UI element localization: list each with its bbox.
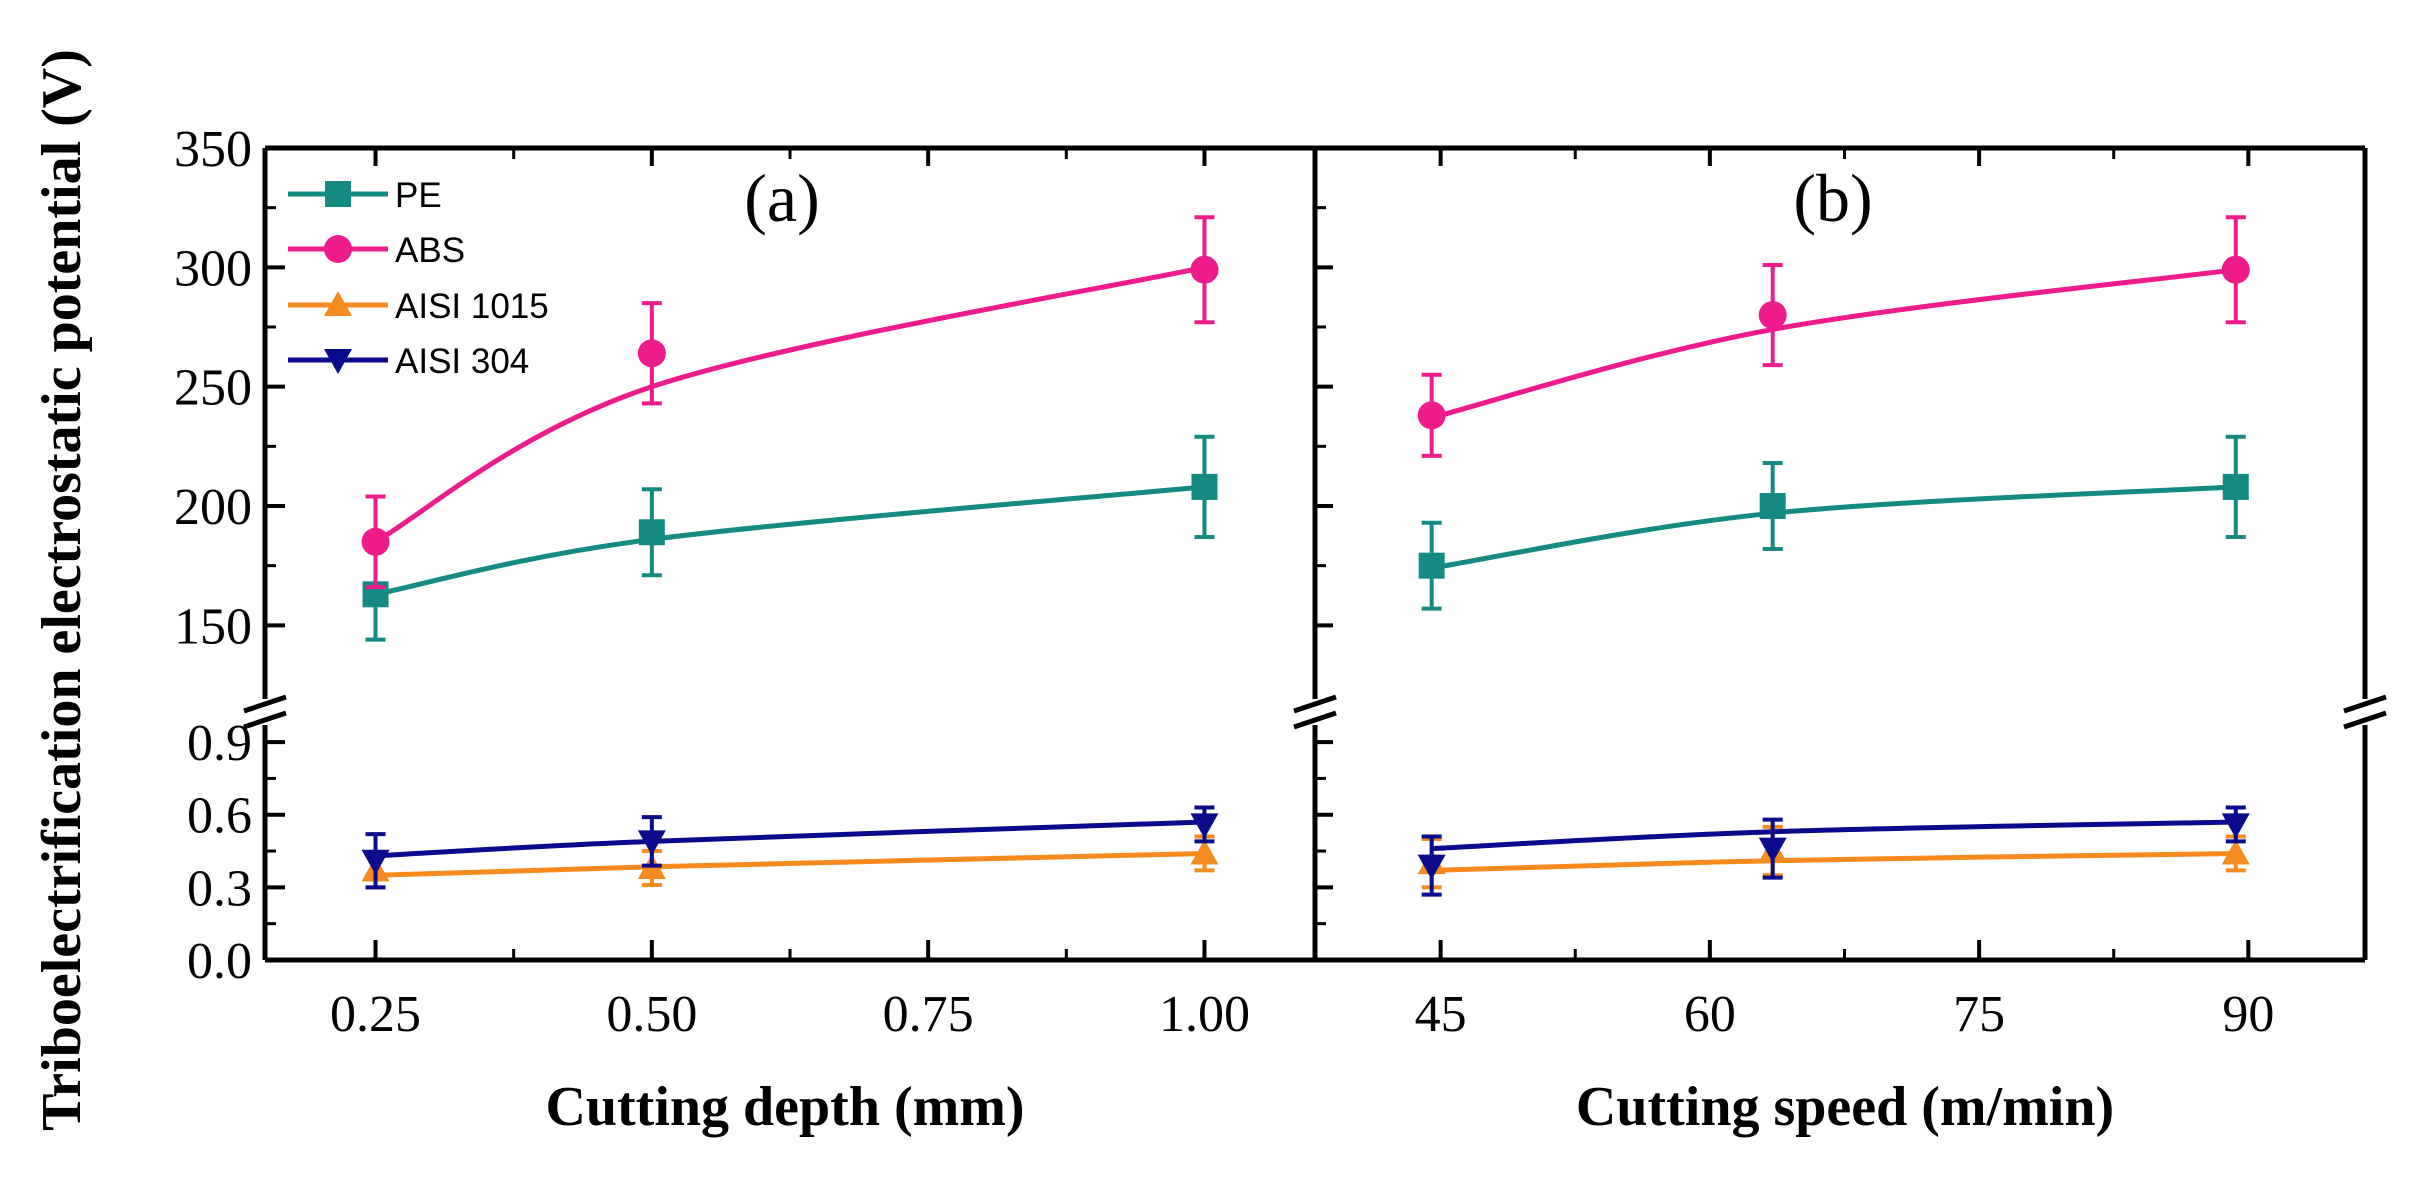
legend-label-pe: PE [395,176,442,215]
marker-aisi-304 [637,830,666,856]
marker-aisi-1015 [2221,839,2250,865]
axis-break-mark [243,710,287,730]
x-axis-title-a: Cutting depth (mm) [545,1076,1024,1138]
marker-aisi-1015 [1190,839,1219,865]
data-point-aisi-304-a [361,832,390,890]
y-tick-label: 0.0 [187,933,252,990]
data-point-aisi-304-a [1190,805,1219,844]
axis-break-mark [243,694,287,714]
data-point-pe-a [638,487,665,578]
fit-curve-pe-a [375,484,1205,597]
x-tick-label-b: 60 [1684,986,1736,1043]
data-point-abs-a [1190,215,1219,325]
x-tick-label-b: 90 [2222,986,2274,1043]
x-tick-label-a: 1.00 [1159,986,1250,1043]
data-point-aisi-304-b [1417,834,1446,897]
data-point-abs-a [637,301,666,406]
y-axis-title: Triboelectrification electrostatic poten… [31,49,93,1131]
marker-abs [637,339,666,368]
data-point-abs-b [2221,215,2250,325]
x-tick-label-b: 45 [1415,986,1467,1043]
marker-abs [1417,401,1446,430]
legend-label-abs: ABS [395,231,465,270]
legend-marker-pe [325,181,351,207]
axis-break-mark [2343,710,2387,730]
y-tick-label: 300 [174,240,252,297]
x-tick-label-a: 0.75 [883,986,974,1043]
y-tick-label: 0.3 [187,860,252,917]
marker-pe [1191,473,1218,500]
axis-break-mark [1293,694,1337,714]
axes-layer: 150 200 250 300 350 0.0 0.3 0.6 0.9 0.25 0.50 0.75 1… [174,121,2387,1043]
x-tick-label-b: 75 [1953,986,2005,1043]
data-point-aisi-304-b [2221,805,2250,844]
marker-abs [1190,255,1219,284]
data-point-pe-a [1191,434,1218,540]
panel-label-a: (a) [744,160,819,236]
y-tick-label: 0.6 [187,788,252,845]
fit-curve-aisi-304-b [1431,819,2236,852]
marker-pe [638,519,665,546]
y-tick-label: 250 [174,360,252,417]
legend-marker-abs [324,235,352,263]
y-tick-label: 200 [174,479,252,536]
data-point-aisi-304-a [637,815,666,868]
data-point-abs-a [361,494,390,590]
data-point-pe-b [1759,461,1786,551]
panel-label-b: (b) [1793,160,1872,236]
marker-aisi-304 [1190,813,1219,839]
x-tick-label-a: 0.50 [606,986,697,1043]
marker-pe [2222,473,2249,500]
data-point-pe-b [2222,434,2249,540]
legend-label-aisi-304: AISI 304 [395,342,529,381]
legend: PE ABS AISI 1015 AISI 304 [288,176,549,381]
y-tick-label: 150 [174,598,252,655]
marker-aisi-304 [2221,813,2250,839]
legend-label-aisi-1015: AISI 1015 [395,287,549,326]
fit-curve-abs-b [1431,267,2237,421]
marker-aisi-304 [361,849,390,875]
data-point-abs-b [1417,372,1446,458]
x-axis-title-b: Cutting speed (m/min) [1576,1076,2114,1138]
marker-abs [2221,255,2250,284]
data-point-abs-b [1758,262,1787,368]
axis-break-mark [1293,710,1337,730]
fit-curve-abs-a [374,264,1206,544]
marker-abs [361,527,390,556]
marker-aisi-304 [1417,854,1446,880]
data-point-pe-b [1418,520,1445,611]
marker-abs [1758,301,1787,330]
legend-rows [288,181,388,374]
fit-curve-aisi-304-a [375,819,1205,859]
data-markers-layer [361,215,2250,897]
marker-aisi-304 [1758,837,1787,863]
fit-curve-aisi-1015-a [375,851,1205,878]
marker-pe [1418,552,1445,579]
data-point-aisi-304-b [1758,817,1787,880]
legend-marker-aisi-1015 [324,291,352,316]
y-tick-label: 0.9 [187,715,252,772]
x-tick-label-a: 0.25 [330,986,421,1043]
legend-marker-aisi-304 [324,349,352,374]
axis-break-mark [2343,694,2387,714]
marker-pe [1759,493,1786,519]
y-tick-label: 350 [174,121,252,178]
